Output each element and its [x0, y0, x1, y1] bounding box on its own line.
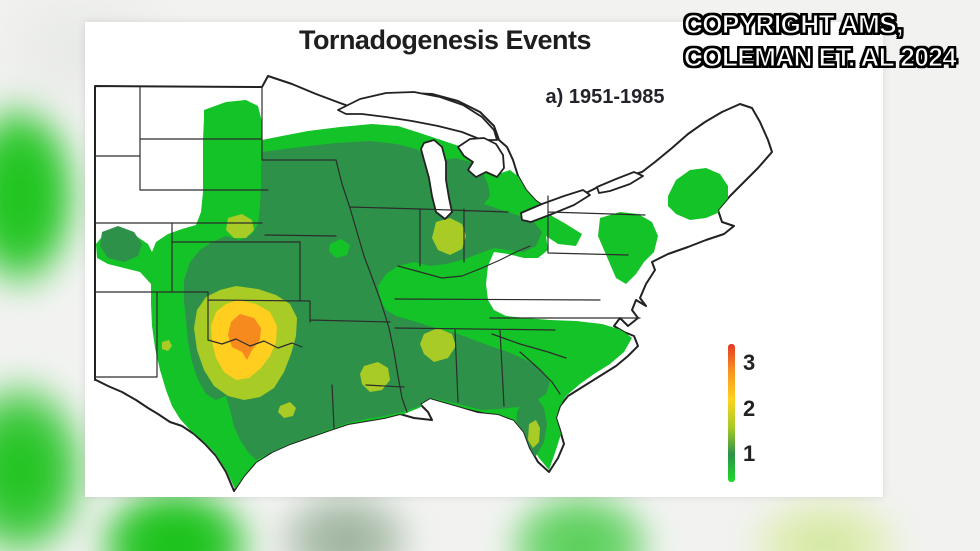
contour-colorado-dark-green	[100, 226, 142, 262]
contour-gulf-texas-yellow-green	[278, 402, 296, 418]
lake-ontario	[596, 171, 644, 194]
contour-iowa-spot	[329, 239, 350, 258]
contour-indiana-yellow-green	[432, 218, 466, 255]
great-lakes	[337, 91, 644, 223]
contour-new-england-green	[668, 168, 728, 220]
copyright-line-1: COPYRIGHT AMS,	[684, 9, 904, 40]
state-borders	[94, 86, 646, 429]
legend-tick-labels: 3 2 1	[743, 344, 773, 482]
panel-period-label: a) 1951-1985	[545, 86, 665, 108]
contour-bright-green-spot	[329, 239, 350, 258]
contour-level-3-orange	[228, 314, 261, 360]
legend-gradient-bar	[728, 344, 735, 482]
figure-title: Tornadogenesis Events	[298, 25, 592, 55]
legend-colorbar: 3 2 1	[728, 344, 778, 486]
contour-kansas-yellow-green	[226, 214, 254, 238]
contour-mid-atlantic-green	[598, 212, 658, 284]
contour-oklahoma-orange-core	[228, 314, 261, 360]
legend-tick-2: 2	[743, 396, 756, 421]
contour-mississippi-alabama-yellow-green	[420, 328, 456, 362]
copyright-line-2: COLEMAN ET. AL 2024	[684, 42, 958, 73]
legend-tick-1: 1	[743, 441, 756, 466]
lake-superior	[337, 91, 498, 141]
legend-tick-3: 3	[743, 350, 756, 375]
lake-michigan	[420, 139, 453, 220]
copyright-watermark: COPYRIGHT AMS, COLEMAN ET. AL 2024	[684, 8, 974, 74]
lake-erie	[520, 189, 591, 223]
contour-florida-yellow-green	[528, 420, 540, 448]
lake-huron	[457, 137, 505, 178]
contour-texas-dot-yellow-green	[162, 340, 172, 351]
